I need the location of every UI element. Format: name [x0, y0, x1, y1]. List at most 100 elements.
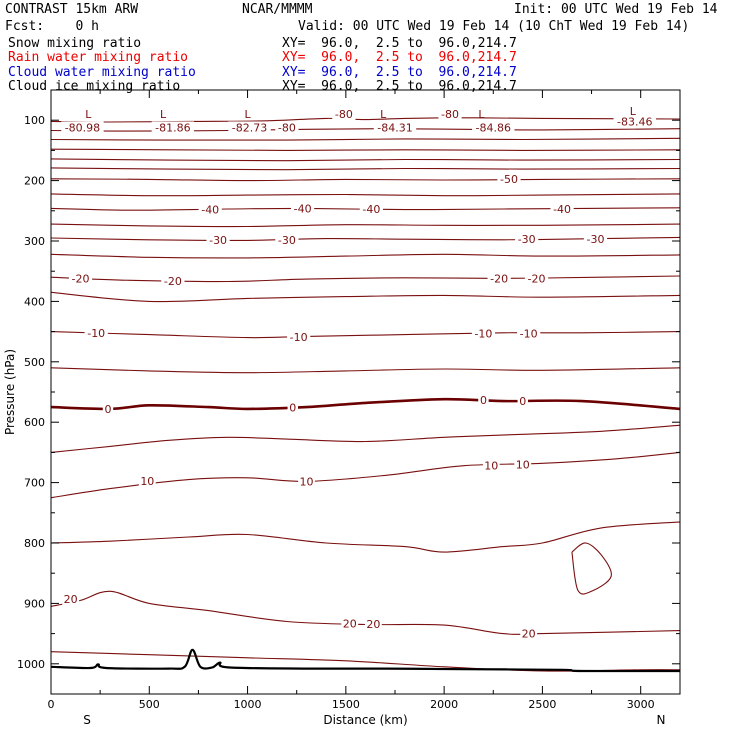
contour-label-bg [341, 617, 359, 630]
contour-label: -81.86 [155, 121, 190, 134]
contour-label: -84.31 [377, 121, 412, 134]
isotherm-line [51, 128, 680, 132]
contour-label-bg [228, 121, 271, 134]
contour-label-bg [332, 108, 356, 121]
y-tick-label: 100 [24, 114, 45, 127]
contour-label-bg [359, 202, 383, 215]
isotherm-line [51, 275, 680, 283]
contour-label-bg [291, 202, 315, 215]
contour-label: 20 [522, 628, 536, 641]
contour-label: -10 [474, 327, 492, 340]
y-tick-label: 600 [24, 416, 45, 429]
isotherm-line [51, 193, 680, 197]
isotherm-line [51, 397, 680, 411]
contour-label: -40 [294, 202, 312, 215]
contour-label-bg [517, 327, 541, 340]
isotherm-line [51, 521, 680, 553]
isotherm-line [51, 178, 680, 182]
contour-label: -80 [335, 108, 353, 121]
field-name-rain: Rain water mixing ratio [8, 50, 189, 65]
contour-label: 0 [105, 403, 112, 416]
contour-label: -83.46 [617, 115, 652, 128]
contour-label-bg [102, 402, 114, 415]
field-name-cloud-water: Cloud water mixing ratio [8, 65, 196, 80]
isotherm-line [51, 148, 680, 151]
x-tick-label: 3000 [627, 698, 655, 711]
minimum-marker: L [244, 108, 251, 121]
y-tick-label: 800 [24, 537, 45, 550]
contour-label-bg [151, 121, 195, 134]
plot-title: CONTRAST 15km ARW [5, 2, 139, 17]
contour-label-bg [298, 475, 315, 488]
contour-label-bg [206, 233, 230, 246]
contour-label-bg [373, 121, 417, 134]
contour-label: -30 [518, 233, 536, 246]
contour-label-bg [287, 331, 311, 344]
contour-label: 20 [64, 593, 78, 606]
contour-label: 0 [289, 402, 296, 415]
contour-label: 20 [366, 618, 380, 631]
contour-label: -20 [528, 272, 546, 285]
contour-label: 10 [140, 475, 154, 488]
contour-label: -40 [553, 203, 571, 216]
y-tick-label: 400 [24, 295, 45, 308]
contour-label-bg [583, 233, 608, 246]
contour-label: 10 [484, 460, 498, 473]
contour-label: 0 [519, 395, 526, 408]
isotherm-line [51, 223, 680, 228]
minimum-marker: L [478, 108, 485, 121]
contour-label-bg [524, 272, 549, 285]
minimum-marker: L [160, 108, 167, 121]
closed-isotherm [571, 542, 612, 595]
contour-label-bg [287, 401, 298, 414]
x-tick-label: 1000 [234, 698, 262, 711]
contour-label: 0 [480, 394, 487, 407]
x-axis-label: Distance (km) [323, 713, 407, 727]
contour-label-bg [68, 272, 93, 285]
contour-label-bg [613, 115, 656, 128]
contour-label: -80 [278, 121, 296, 134]
isotherm-line [51, 367, 680, 374]
isotherm-line [51, 137, 680, 141]
contour-label: -30 [278, 234, 296, 247]
valid-time: Valid: 00 UTC Wed 19 Feb 14 (10 ChT Wed … [298, 19, 690, 34]
contour-label-bg [514, 458, 532, 471]
x-tick-label: 1500 [332, 698, 360, 711]
plot-frame [50, 89, 681, 695]
contour-label: 10 [300, 475, 314, 488]
contour-label-bg [275, 121, 299, 134]
contour-label-bg [520, 627, 538, 640]
y-tick-label: 700 [24, 477, 45, 490]
contour-label: -20 [490, 272, 508, 285]
contour-label-bg [84, 326, 108, 339]
isotherm-line [51, 167, 680, 171]
north-end-label: N [657, 713, 666, 727]
contour-label-bg [198, 203, 222, 216]
center-name: NCAR/MMMM [242, 2, 313, 17]
contour-label: -40 [362, 203, 380, 216]
field-xy-cloud-water: XY= 96.0, 2.5 to 96.0,214.7 [282, 65, 517, 80]
contour-label: -40 [201, 204, 219, 217]
isotherm-line [51, 424, 680, 453]
isotherm-line [51, 207, 680, 211]
contour-label-bg [364, 617, 382, 630]
contour-label-bg [515, 233, 539, 246]
contour-label: -10 [290, 331, 308, 344]
init-time: Init: 00 UTC Wed 19 Feb 14 [514, 2, 718, 17]
contour-label: -80 [441, 108, 459, 121]
contour-label: -10 [87, 327, 105, 340]
y-axis-label: Pressure (hPa) [3, 349, 17, 435]
y-tick-label: 1000 [17, 658, 45, 671]
south-end-label: S [83, 713, 91, 727]
y-tick-label: 500 [24, 356, 45, 369]
forecast-hour: Fcst: 0 h [5, 19, 99, 34]
contour-label-bg [471, 327, 496, 340]
contour-label-bg [517, 395, 528, 408]
isotherm-line [51, 117, 680, 123]
field-name-snow: Snow mixing ratio [8, 36, 142, 51]
contour-label: -84.86 [476, 121, 511, 134]
contour-label: -30 [586, 233, 604, 246]
minimum-marker: L [380, 108, 387, 121]
contour-label: -82.73 [232, 121, 267, 134]
contour-label: 10 [516, 458, 530, 471]
